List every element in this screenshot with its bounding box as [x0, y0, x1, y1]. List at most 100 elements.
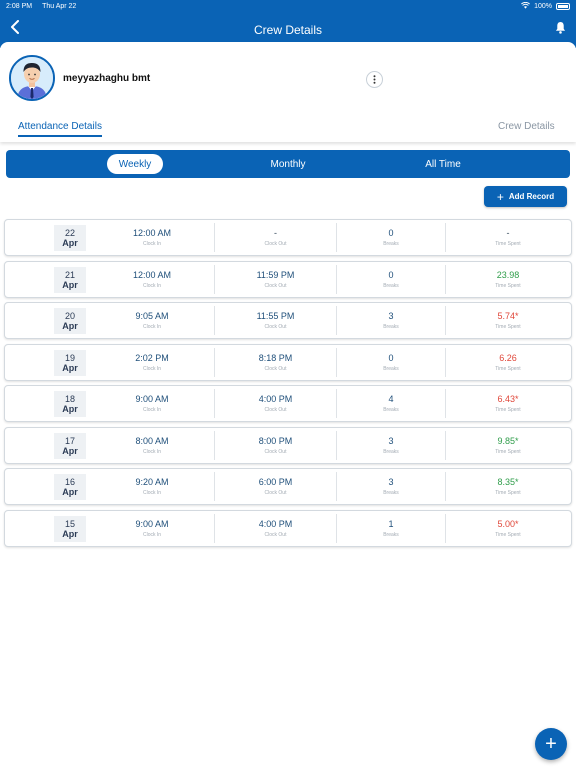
clock-in-label: Clock In — [142, 531, 162, 538]
battery-percent: 100% — [534, 2, 552, 10]
divider — [214, 430, 215, 460]
more-options-button[interactable] — [366, 71, 383, 88]
divider — [336, 347, 337, 377]
date-month: Apr — [62, 445, 78, 456]
clock-in-label: Clock In — [142, 490, 162, 496]
divider — [445, 264, 446, 294]
avatar — [9, 55, 55, 101]
back-button[interactable] — [6, 18, 24, 36]
breaks-value: 0 — [388, 269, 394, 280]
date-badge: 17 Apr — [54, 432, 86, 459]
divider — [336, 472, 337, 501]
clock-out-cell: - Clock Out — [215, 220, 336, 255]
divider — [214, 347, 215, 377]
time-spent-label: Time Spent — [495, 365, 521, 372]
clock-in-label: Clock In — [142, 241, 162, 247]
user-avatar-icon — [11, 57, 53, 99]
clock-out-value: 8:00 PM — [258, 435, 293, 446]
breaks-cell: 0 Breaks — [337, 345, 445, 380]
attendance-row[interactable]: 17 Apr 8:00 AM Clock In 8:00 PM Clock Out 3 Bre… — [4, 426, 572, 464]
divider — [445, 306, 446, 335]
time-spent-label: Time Spent — [495, 490, 521, 496]
plus-icon: + — [496, 189, 504, 204]
date-badge: 19 Apr — [54, 349, 86, 376]
clock-in-cell: 9:00 AM Clock In — [90, 386, 214, 421]
time-spent-cell: 8.35* Time Spent — [446, 469, 570, 504]
clock-out-label: Clock Out — [264, 365, 287, 372]
page-title: Crew Details — [253, 23, 322, 37]
attendance-row[interactable]: 22 Apr 12:00 AM Clock In - Clock Out 0 Breaks - T… — [4, 219, 572, 256]
date-badge: 20 Apr — [54, 308, 86, 334]
chevron-left-icon — [11, 20, 19, 34]
attendance-row[interactable]: 15 Apr 9:00 AM Clock In 4:00 PM Clock Out 1 Bre… — [4, 509, 572, 547]
breaks-cell: 3 Breaks — [337, 428, 445, 463]
clock-out-label: Clock Out — [264, 324, 287, 330]
tab-attendance-details[interactable]: Attendance Details — [18, 121, 102, 137]
breaks-value: 4 — [388, 394, 394, 404]
attendance-row[interactable]: 20 Apr 9:05 AM Clock In 11:55 PM Clock Out 3 Br… — [4, 302, 572, 339]
breaks-value: 3 — [388, 477, 394, 487]
attendance-row[interactable]: 19 Apr 2:02 PM Clock In 8:18 PM Clock Out 0 Bre… — [4, 343, 572, 381]
date-month: Apr — [62, 238, 78, 248]
breaks-label: Breaks — [383, 407, 399, 413]
breaks-cell: 0 Breaks — [337, 262, 445, 297]
clock-out-cell: 8:18 PM Clock Out — [215, 345, 336, 380]
attendance-row[interactable]: 18 Apr 9:00 AM Clock In 4:00 PM Clock Out 4 Bre… — [4, 385, 572, 422]
add-fab-button[interactable]: + — [535, 728, 567, 760]
date-day: 15 — [64, 518, 75, 529]
time-spent-label: Time Spent — [495, 282, 521, 289]
breaks-cell: 4 Breaks — [337, 386, 445, 421]
time-spent-cell: 9.85* Time Spent — [446, 428, 570, 463]
time-spent-value: 23.98 — [496, 269, 520, 280]
wifi-icon — [521, 1, 531, 11]
breaks-cell: 1 Breaks — [337, 511, 445, 546]
tab-crew-details[interactable]: Crew Details — [498, 121, 555, 132]
time-spent-value: 9.85* — [497, 435, 519, 446]
time-spent-cell: 5.74* Time Spent — [446, 303, 570, 338]
clock-in-label: Clock In — [142, 448, 162, 455]
attendance-row[interactable]: 21 Apr 12:00 AM Clock In 11:59 PM Clock Out 0 B… — [4, 260, 572, 298]
divider — [445, 389, 446, 418]
period-weekly[interactable]: Weekly — [107, 154, 163, 174]
time-spent-label: Time Spent — [495, 241, 521, 247]
time-spent-cell: 5.00* Time Spent — [446, 511, 570, 546]
time-spent-value: 8.35* — [497, 477, 519, 487]
add-record-button[interactable]: + Add Record — [484, 186, 567, 207]
notifications-button[interactable] — [552, 18, 568, 36]
breaks-value: 0 — [388, 228, 394, 238]
clock-in-value: 12:00 AM — [132, 269, 172, 280]
time-spent-value: - — [506, 228, 510, 238]
divider — [336, 430, 337, 460]
date-day: 20 — [64, 311, 75, 321]
divider — [336, 264, 337, 294]
divider — [336, 223, 337, 252]
status-time: 2:08 PM — [6, 2, 33, 10]
clock-out-label: Clock Out — [264, 282, 287, 289]
time-spent-cell: 6.26 Time Spent — [446, 345, 570, 380]
clock-out-value: 11:59 PM — [256, 269, 295, 280]
date-badge: 16 Apr — [54, 474, 86, 500]
period-selector: Weekly Monthly All Time — [6, 150, 570, 178]
attendance-row[interactable]: 16 Apr 9:20 AM Clock In 6:00 PM Clock Out 3 Bre… — [4, 468, 572, 505]
clock-in-value: 9:05 AM — [135, 311, 169, 321]
status-date: Thu Apr 22 — [42, 2, 77, 10]
divider — [214, 306, 215, 335]
divider — [336, 513, 337, 543]
period-all-time[interactable]: All Time — [425, 158, 461, 170]
clock-in-value: 2:02 PM — [135, 352, 169, 363]
clock-out-value: 4:00 PM — [258, 394, 293, 404]
time-spent-label: Time Spent — [495, 324, 521, 330]
time-spent-value: 6.43* — [497, 394, 519, 404]
breaks-cell: 0 Breaks — [337, 220, 445, 255]
breaks-label: Breaks — [383, 365, 399, 372]
clock-out-value: 6:00 PM — [258, 477, 293, 487]
divider — [445, 223, 446, 252]
date-badge: 22 Apr — [54, 225, 86, 251]
date-day: 16 — [64, 477, 75, 487]
clock-in-label: Clock In — [142, 407, 162, 413]
divider — [445, 513, 446, 543]
time-spent-cell: 6.43* Time Spent — [446, 386, 570, 421]
period-monthly[interactable]: Monthly — [270, 158, 306, 170]
clock-out-value: 8:18 PM — [258, 352, 293, 363]
date-badge: 18 Apr — [54, 391, 86, 417]
